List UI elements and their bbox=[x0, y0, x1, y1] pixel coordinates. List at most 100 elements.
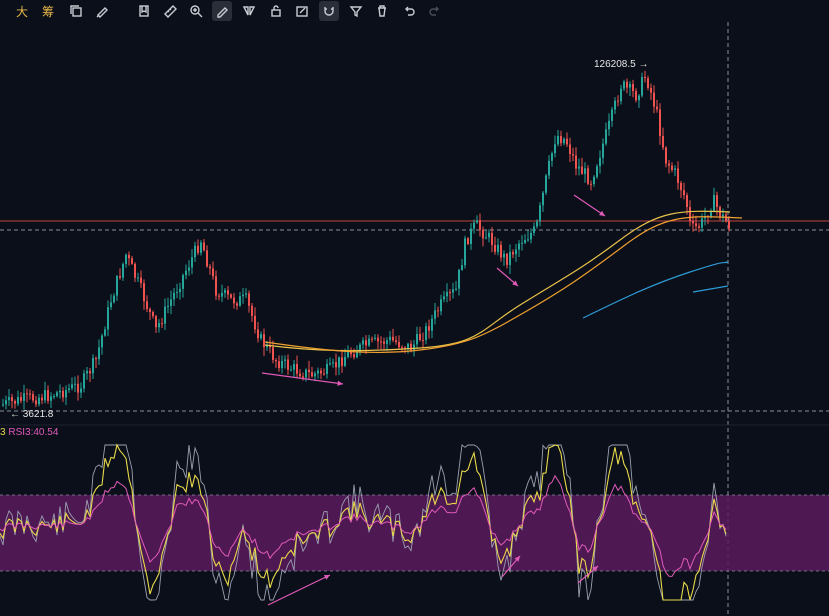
candle-body bbox=[179, 288, 181, 293]
copy-icon-button[interactable] bbox=[66, 1, 86, 21]
pencil-icon-button[interactable] bbox=[212, 1, 232, 21]
candle-body bbox=[434, 310, 436, 319]
candle-body bbox=[44, 390, 46, 401]
candle-body bbox=[35, 400, 37, 405]
candle-body bbox=[578, 166, 580, 169]
candle-body bbox=[626, 81, 628, 88]
chinese-char-da-button[interactable]: 大 bbox=[12, 1, 32, 21]
candle-body bbox=[347, 351, 349, 357]
candle-body bbox=[8, 397, 10, 401]
candle-body bbox=[146, 301, 148, 310]
candle-body bbox=[62, 390, 64, 398]
candle-body bbox=[191, 257, 193, 268]
candle-body bbox=[305, 369, 307, 378]
candle-body bbox=[68, 388, 70, 390]
trash-icon-button[interactable] bbox=[372, 1, 392, 21]
candle-body bbox=[359, 344, 361, 353]
candle-body bbox=[641, 76, 643, 96]
edit-icon-button[interactable] bbox=[292, 1, 312, 21]
candle-body bbox=[11, 397, 13, 402]
candle-body bbox=[362, 340, 364, 345]
candle-body bbox=[635, 90, 637, 101]
candle-body bbox=[443, 296, 445, 300]
rsi-trend-arrow-3-head bbox=[592, 566, 598, 572]
candle-body bbox=[338, 357, 340, 368]
magnet-icon-button[interactable] bbox=[319, 1, 339, 21]
bookmark-icon-button[interactable] bbox=[134, 1, 154, 21]
candle-body bbox=[101, 335, 103, 348]
redo-icon bbox=[429, 6, 439, 16]
candle-body bbox=[194, 245, 196, 258]
candle-body bbox=[512, 252, 514, 255]
candle-body bbox=[458, 269, 460, 289]
candle-body bbox=[74, 383, 76, 385]
candle-body bbox=[320, 370, 322, 374]
zoom-in-icon-button[interactable] bbox=[186, 1, 206, 21]
candle-body bbox=[89, 371, 91, 374]
candle-body bbox=[503, 253, 505, 258]
candle-body bbox=[341, 357, 343, 366]
candle-body bbox=[236, 303, 238, 306]
brush-icon-button[interactable] bbox=[92, 1, 112, 21]
candle-body bbox=[506, 253, 508, 265]
candle-body bbox=[464, 238, 466, 266]
copy-icon bbox=[70, 5, 82, 17]
candle-body bbox=[389, 336, 391, 341]
lock-icon-button[interactable] bbox=[266, 1, 286, 21]
edit-icon bbox=[296, 6, 308, 17]
candle-body bbox=[554, 144, 556, 154]
redo-icon-button[interactable] bbox=[425, 1, 445, 21]
candle-body bbox=[668, 163, 670, 166]
candle-body bbox=[350, 351, 352, 355]
pencil-icon bbox=[217, 7, 228, 18]
candle-body bbox=[254, 315, 256, 330]
candle-body bbox=[500, 244, 502, 258]
candle-body bbox=[407, 343, 409, 350]
candle-body bbox=[278, 361, 280, 369]
chinese-char-chou-button[interactable]: 筹 bbox=[38, 1, 58, 21]
candle-body bbox=[491, 232, 493, 245]
candle-body bbox=[38, 397, 40, 405]
candle-body bbox=[479, 220, 481, 230]
candle-body bbox=[365, 340, 367, 346]
candle-body bbox=[128, 254, 130, 259]
moving-average-yellow bbox=[264, 210, 731, 352]
candle-body bbox=[26, 393, 28, 395]
candle-body bbox=[566, 138, 568, 145]
candle-body bbox=[41, 397, 43, 401]
mirror-icon-button[interactable] bbox=[239, 1, 259, 21]
candle-body bbox=[200, 242, 202, 253]
candle-body bbox=[581, 166, 583, 174]
undo-icon-button[interactable] bbox=[399, 1, 419, 21]
candle-body bbox=[401, 347, 403, 349]
candle-body bbox=[197, 245, 199, 253]
candle-body bbox=[209, 266, 211, 269]
candle-body bbox=[161, 323, 163, 325]
candle-body bbox=[173, 292, 175, 300]
candle-body bbox=[188, 267, 190, 271]
candle-body bbox=[206, 250, 208, 267]
candle-body bbox=[29, 393, 31, 395]
candle-body bbox=[116, 276, 118, 296]
candle-body bbox=[137, 277, 139, 279]
candle-body bbox=[83, 373, 85, 389]
candle-body bbox=[140, 277, 142, 284]
candle-body bbox=[623, 81, 625, 89]
candle-body bbox=[299, 373, 301, 377]
candle-body bbox=[683, 190, 685, 196]
candle-body bbox=[176, 292, 178, 294]
candle-body bbox=[419, 334, 421, 341]
candle-body bbox=[698, 226, 700, 228]
rsi-trend-arrow-1-head bbox=[324, 575, 330, 580]
candle-body bbox=[548, 160, 550, 176]
candle-body bbox=[560, 136, 562, 144]
candle-body bbox=[614, 100, 616, 110]
candle-body bbox=[518, 243, 520, 250]
ruler-icon-button[interactable] bbox=[160, 1, 180, 21]
rsi-legend: 3 RSI3:40.54 bbox=[0, 427, 58, 438]
filter-icon-button[interactable] bbox=[346, 1, 366, 21]
filter-icon bbox=[349, 6, 363, 18]
candle-body bbox=[212, 268, 214, 277]
candle-body bbox=[218, 295, 220, 297]
candle-body bbox=[650, 87, 652, 93]
